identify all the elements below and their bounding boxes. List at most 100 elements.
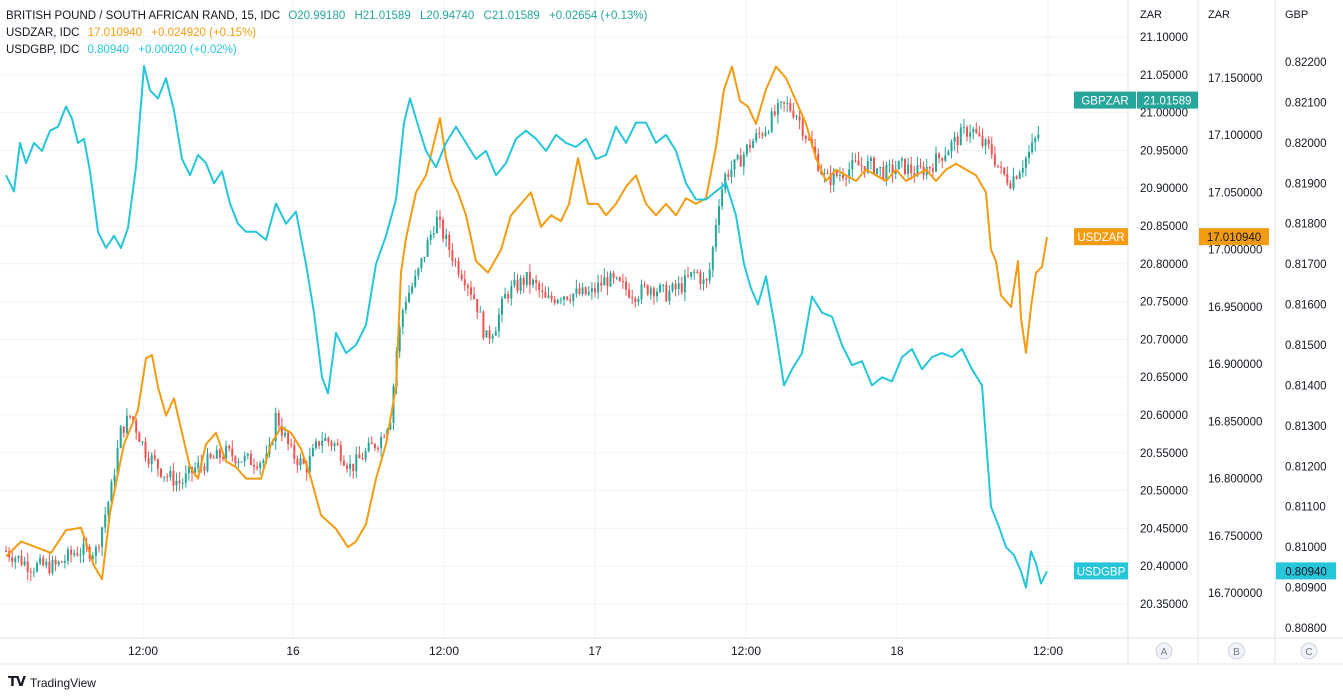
candle-body	[54, 559, 57, 565]
candle-body	[23, 561, 26, 565]
candle-body	[519, 278, 522, 291]
price-tag-gbpzar-bg	[1137, 91, 1198, 109]
x-tick-label: 12:00	[1033, 644, 1063, 658]
candle-body	[724, 174, 727, 190]
candle-body	[637, 299, 640, 302]
candle-body	[609, 273, 612, 287]
candle-body	[581, 287, 584, 295]
candle-body	[429, 234, 432, 241]
candle-body	[48, 561, 51, 574]
candle-body	[683, 275, 686, 293]
candle-body	[649, 288, 652, 295]
candle-body	[550, 295, 553, 300]
candle-body	[541, 290, 544, 292]
candle-body	[668, 291, 671, 302]
candle-body	[838, 174, 841, 176]
candle-body	[169, 470, 172, 478]
candle-body	[559, 299, 562, 301]
legend-low: L20.94740	[419, 10, 475, 22]
candle-body	[711, 247, 714, 270]
candle-body	[473, 294, 476, 300]
candle-body	[1037, 134, 1040, 139]
candle-body	[1006, 174, 1009, 184]
candle-body	[70, 549, 73, 555]
candle-body	[879, 166, 882, 169]
candle-body	[14, 558, 17, 562]
candle-body	[640, 284, 643, 300]
candle-body	[956, 136, 959, 146]
candle-body	[578, 288, 581, 295]
candle-body	[160, 468, 162, 477]
candle-body	[807, 138, 810, 140]
candle-body	[476, 299, 479, 313]
x-tick-label: 16	[286, 644, 300, 658]
candle-body	[302, 458, 305, 464]
candle-body	[981, 135, 984, 146]
candle-body	[442, 219, 445, 240]
candle-body	[501, 298, 503, 315]
series-tag-usdzar: USDZAR	[1077, 232, 1124, 244]
tradingview-branding[interactable]: TV TradingView	[8, 675, 96, 690]
candle-body	[873, 157, 875, 175]
candle-body	[172, 470, 175, 486]
candle-body	[776, 103, 779, 115]
candle-body	[783, 101, 786, 104]
candle-body	[315, 441, 317, 448]
candle-body	[187, 466, 190, 474]
candle-body	[848, 169, 851, 179]
candle-body	[439, 217, 441, 220]
candle-body	[612, 273, 615, 278]
candle-body	[972, 128, 975, 133]
candle-body	[280, 425, 283, 436]
y-tick-label-A: 21.10000	[1140, 32, 1188, 44]
legend-usdgbp-label: USDGBP, IDC	[6, 44, 80, 56]
scale-button-label-C: C	[1305, 647, 1312, 658]
y-tick-label-A: 20.75000	[1140, 297, 1188, 309]
candle-body	[20, 555, 23, 565]
y-tick-label-A: 20.80000	[1140, 259, 1188, 271]
candle-body	[869, 157, 872, 162]
candle-body	[163, 476, 166, 478]
candle-body	[851, 160, 854, 170]
candle-body	[680, 283, 683, 293]
candle-body	[978, 133, 981, 136]
candle-body	[510, 285, 513, 299]
candle-body	[739, 155, 742, 167]
candle-body	[256, 466, 259, 469]
legend-usdzar-change: +0.024920 (+0.15%)	[151, 27, 257, 39]
candle-body	[603, 277, 606, 286]
candle-body	[615, 277, 618, 279]
candle-body	[141, 441, 144, 443]
series-tag-usdgbp: USDGBP	[1077, 566, 1126, 578]
candle-body	[485, 330, 488, 338]
scale-button-A	[1155, 642, 1173, 660]
candle-body	[222, 457, 224, 459]
y-tick-label-A: 20.45000	[1140, 523, 1188, 535]
price-tag-usdgbp: 0.80940	[1285, 566, 1327, 578]
candle-body	[993, 154, 996, 166]
candle-body	[336, 443, 339, 446]
candle-body	[618, 277, 621, 281]
candle-body	[414, 275, 417, 287]
price-tag-usdzar: 17.010940	[1207, 232, 1261, 244]
candle-body	[311, 447, 314, 457]
y-tick-label-C: 0.80800	[1285, 623, 1327, 635]
candle-body	[987, 139, 990, 145]
candle-body	[259, 462, 262, 469]
candle-body	[212, 457, 215, 459]
candle-body	[882, 166, 885, 180]
candle-body	[104, 514, 107, 528]
candle-body	[931, 168, 934, 172]
candle-body	[535, 279, 538, 284]
candle-body	[39, 558, 42, 564]
candle-body	[755, 133, 758, 141]
candle-body	[944, 155, 947, 161]
candle-body	[690, 272, 693, 277]
candle-body	[51, 559, 54, 574]
candle-body	[696, 271, 699, 273]
candle-body	[181, 482, 184, 484]
candle-body	[364, 451, 367, 460]
candle-body	[482, 311, 485, 338]
candle-body	[494, 331, 497, 336]
y-tick-label-C: 0.81200	[1285, 461, 1327, 473]
